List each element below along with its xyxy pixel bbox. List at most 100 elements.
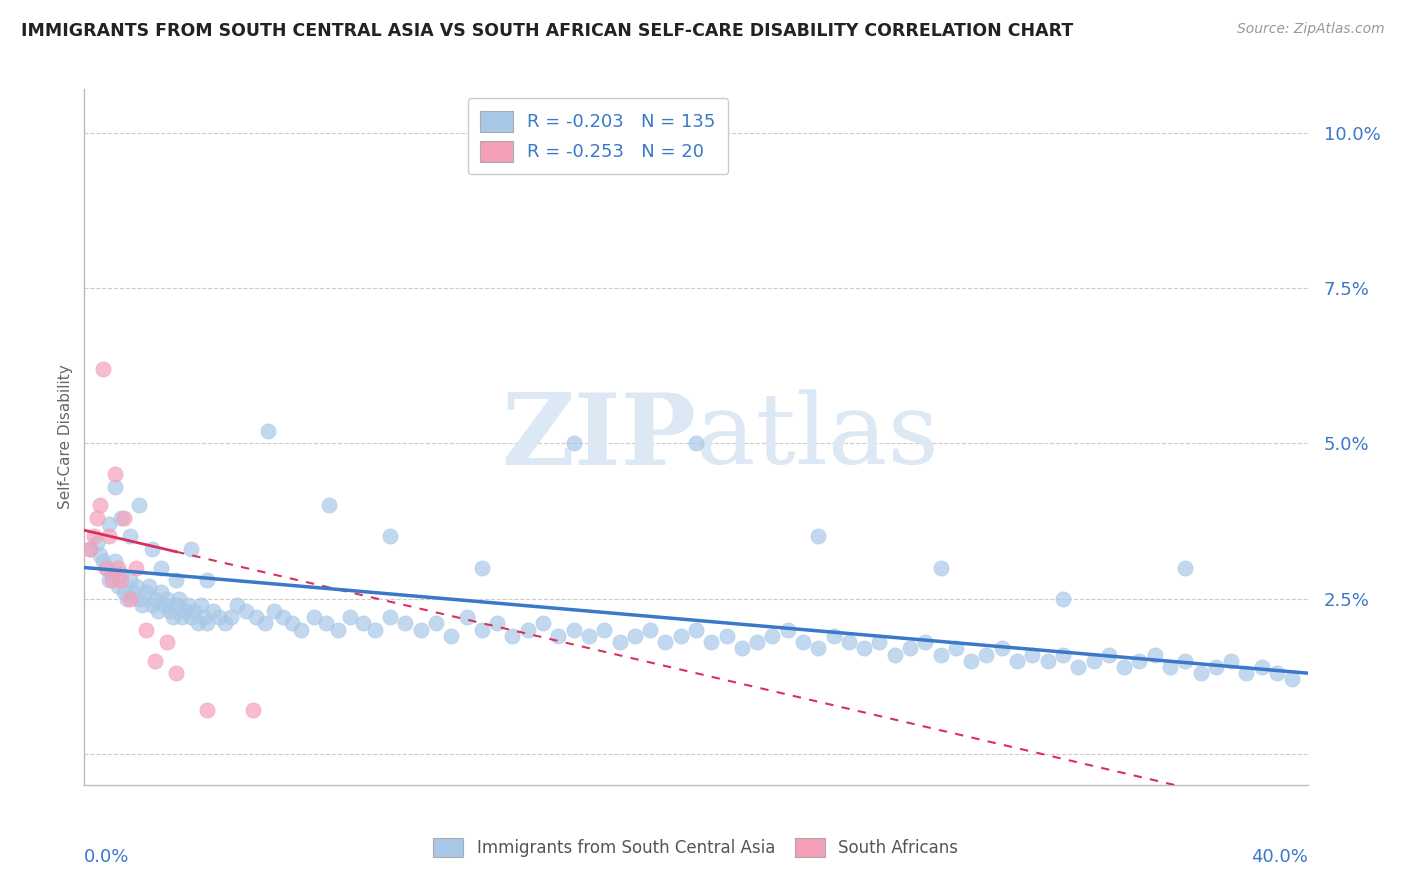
Point xyxy=(195,573,218,587)
Point xyxy=(502,629,524,643)
Point xyxy=(89,499,111,513)
Point xyxy=(245,610,267,624)
Point xyxy=(669,629,692,643)
Point xyxy=(149,560,172,574)
Point xyxy=(823,629,845,643)
Text: 0.0%: 0.0% xyxy=(84,847,129,865)
Point xyxy=(853,641,876,656)
Point xyxy=(208,610,231,624)
Point xyxy=(1036,654,1059,668)
Point xyxy=(1143,648,1166,662)
Point xyxy=(110,566,132,581)
Point xyxy=(149,585,172,599)
Point xyxy=(195,703,218,717)
Point xyxy=(747,635,769,649)
Point xyxy=(180,610,202,624)
Point xyxy=(112,511,135,525)
Point xyxy=(143,591,166,606)
Point xyxy=(731,641,754,656)
Point xyxy=(531,616,554,631)
Point xyxy=(578,629,600,643)
Point xyxy=(991,641,1014,656)
Point xyxy=(807,529,830,543)
Point xyxy=(1114,660,1136,674)
Point xyxy=(174,604,197,618)
Point xyxy=(1220,654,1243,668)
Point xyxy=(120,591,142,606)
Point xyxy=(562,436,585,450)
Point xyxy=(86,511,108,525)
Point xyxy=(125,560,148,574)
Point xyxy=(219,610,242,624)
Text: Source: ZipAtlas.com: Source: ZipAtlas.com xyxy=(1237,22,1385,37)
Point xyxy=(315,616,337,631)
Y-axis label: Self-Care Disability: Self-Care Disability xyxy=(58,365,73,509)
Point xyxy=(83,529,105,543)
Point xyxy=(700,635,723,649)
Point xyxy=(91,361,114,376)
Point xyxy=(654,635,676,649)
Point xyxy=(226,598,249,612)
Point xyxy=(380,610,402,624)
Point xyxy=(131,598,153,612)
Point xyxy=(1174,560,1197,574)
Point xyxy=(135,585,157,599)
Point xyxy=(79,541,101,556)
Point xyxy=(339,610,361,624)
Point xyxy=(115,591,138,606)
Point xyxy=(122,585,145,599)
Point xyxy=(960,654,983,668)
Point xyxy=(807,641,830,656)
Point xyxy=(425,616,447,631)
Point xyxy=(761,629,783,643)
Point xyxy=(172,610,194,624)
Point xyxy=(638,623,661,637)
Legend: Immigrants from South Central Asia, South Africans: Immigrants from South Central Asia, Sout… xyxy=(423,828,969,867)
Point xyxy=(253,616,276,631)
Point xyxy=(107,579,129,593)
Point xyxy=(167,591,190,606)
Text: atlas: atlas xyxy=(696,389,939,485)
Point xyxy=(104,480,127,494)
Point xyxy=(91,554,114,568)
Point xyxy=(1128,654,1150,668)
Point xyxy=(792,635,814,649)
Point xyxy=(180,541,202,556)
Point xyxy=(1174,654,1197,668)
Point xyxy=(562,623,585,637)
Point xyxy=(94,560,117,574)
Point xyxy=(1098,648,1121,662)
Point xyxy=(716,629,738,643)
Point xyxy=(156,591,179,606)
Point xyxy=(1250,660,1272,674)
Point xyxy=(364,623,387,637)
Point xyxy=(945,641,967,656)
Point xyxy=(112,585,135,599)
Point xyxy=(214,616,236,631)
Point xyxy=(898,641,921,656)
Point xyxy=(624,629,647,643)
Point xyxy=(281,616,304,631)
Point xyxy=(516,623,538,637)
Point xyxy=(486,616,509,631)
Point xyxy=(471,560,494,574)
Point xyxy=(394,616,416,631)
Point xyxy=(929,648,952,662)
Point xyxy=(94,560,117,574)
Point xyxy=(128,591,150,606)
Point xyxy=(143,654,166,668)
Point xyxy=(146,604,169,618)
Point xyxy=(128,499,150,513)
Point xyxy=(110,573,132,587)
Point xyxy=(110,511,132,525)
Text: 40.0%: 40.0% xyxy=(1251,847,1308,865)
Point xyxy=(257,424,280,438)
Point xyxy=(1052,591,1074,606)
Point xyxy=(104,467,127,482)
Point xyxy=(162,610,184,624)
Point xyxy=(1236,666,1258,681)
Point xyxy=(101,573,124,587)
Point xyxy=(86,535,108,549)
Point xyxy=(177,598,200,612)
Point xyxy=(165,598,187,612)
